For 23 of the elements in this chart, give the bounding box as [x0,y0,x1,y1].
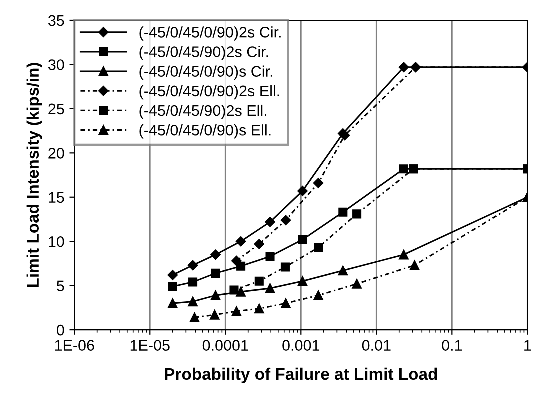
legend-label: (-45/0/45/90)2s Cir. [140,46,268,60]
x-tick-label: 1E-05 [130,340,170,351]
x-tick-label: 1E-06 [55,340,94,351]
y-axis-title: Limit Load Intensity (kips/in) [26,63,42,288]
y-tick-label: 35 [48,15,64,26]
x-tick-label: 0.0001 [202,340,248,351]
x-tick-label: 0.1 [442,340,462,351]
y-tick-label: 5 [57,280,64,292]
y-tick-label: 25 [48,104,64,115]
y-tick-label: 20 [48,148,64,159]
y-tick-label: 0 [57,324,64,336]
y-tick-label: 10 [49,236,64,248]
legend-label: (-45/0/45/90)2s Ell. [140,104,266,120]
y-tick-label: 30 [48,60,64,70]
y-tick-label: 15 [49,192,64,204]
x-axis-title: Probability of Failure at Limit Load [165,368,438,384]
legend-label: (-45/0/45/0/90)s Cir. [140,66,272,80]
x-tick-label: 0.01 [362,340,391,351]
x-tick-label: 1 [524,340,532,351]
x-tick-label: 0.001 [282,340,320,351]
legend-label: (-45/0/45/0/90)s Ell. [140,124,271,139]
legend-label: (-45/0/45/0/90)2s Cir. [140,26,281,41]
legend-label: (-45/0/45/0/90)2s Ell. [140,85,280,100]
